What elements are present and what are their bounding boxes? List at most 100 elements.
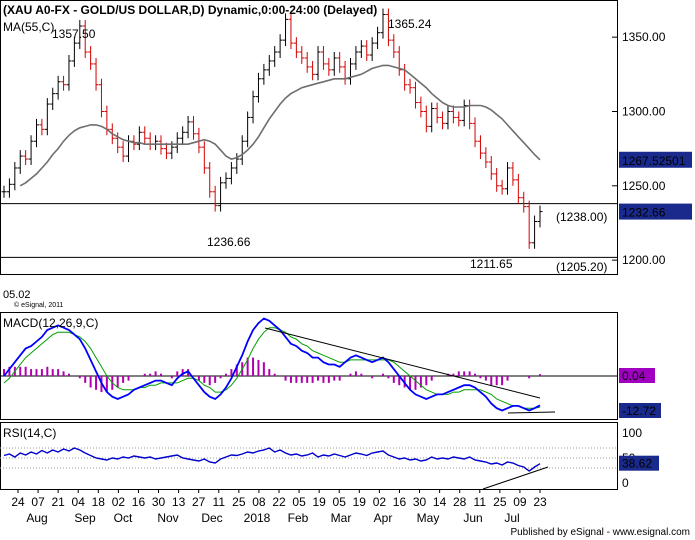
x-tick-label: 02 — [373, 495, 387, 509]
price-badge-label: 1232.66 — [622, 206, 666, 220]
price-bar — [434, 102, 440, 124]
month-label: Mar — [331, 511, 352, 525]
x-tick-label: 21 — [51, 495, 65, 509]
x-tick-label: 07 — [31, 495, 45, 509]
x-tick-label: 23 — [533, 495, 547, 509]
price-bar — [494, 167, 500, 192]
price-bar — [12, 162, 18, 191]
price-annotation: (1205.20) — [556, 260, 607, 274]
price-bar — [532, 215, 538, 249]
price-bar — [266, 55, 272, 76]
month-label: Dec — [201, 511, 222, 525]
price-bar — [261, 63, 267, 85]
price-bar — [521, 191, 527, 213]
price-bar — [180, 126, 186, 145]
price-bar — [190, 115, 196, 140]
price-bar — [526, 200, 532, 249]
price-bar — [250, 90, 256, 124]
price-bar — [136, 126, 142, 151]
x-tick-label: 27 — [192, 495, 206, 509]
price-bar — [98, 78, 104, 118]
price-badge — [619, 203, 692, 220]
price-bar — [228, 162, 234, 185]
price-bar — [429, 102, 435, 133]
price-bar — [239, 135, 245, 165]
price-bar — [82, 20, 88, 58]
price-bar — [310, 60, 316, 81]
price-bar — [380, 8, 386, 39]
month-label: Jul — [504, 511, 519, 525]
price-bar — [293, 37, 299, 58]
price-bar — [23, 150, 29, 165]
price-bar — [472, 117, 478, 148]
price-bar — [456, 111, 462, 127]
rsi-title: RSI(14,C) — [3, 426, 56, 440]
rsi-line — [3, 447, 541, 472]
price-bar — [510, 162, 516, 186]
price-bar — [418, 96, 424, 118]
macd-line — [3, 317, 541, 412]
price-badge — [619, 151, 692, 168]
price-bar — [337, 52, 343, 73]
price-bar — [488, 156, 494, 180]
price-bar — [364, 40, 370, 61]
price-bar — [277, 34, 283, 58]
macd-trendline-upper — [264, 327, 541, 399]
price-bar — [17, 150, 23, 174]
rsi-tick-label: 0 — [622, 476, 629, 490]
price-bar — [71, 37, 77, 67]
x-tick-label: 11 — [213, 495, 226, 509]
price-annotation: 1236.66 — [207, 235, 251, 249]
price-bar — [272, 46, 278, 67]
price-bar — [174, 132, 180, 154]
price-bar — [93, 57, 99, 91]
price-bar — [120, 141, 126, 163]
macd-signal-line — [3, 327, 541, 409]
price-bar — [283, 13, 289, 47]
price-bar — [423, 105, 429, 133]
x-tick-label: 30 — [413, 495, 427, 509]
price-bar — [153, 135, 159, 151]
price-annotation: 1211.65 — [470, 257, 513, 271]
price-bar — [142, 126, 148, 145]
axes-group: 1350.00 1300.00 1250.00 1200.00 1267.52501 12… — [11, 30, 692, 525]
price-bar — [234, 153, 240, 174]
rsi-trendline — [482, 466, 549, 490]
price-bar — [391, 34, 397, 58]
x-tick-label: 09 — [513, 495, 527, 509]
price-bar — [288, 13, 294, 50]
price-bar — [315, 46, 321, 81]
macd-last-badge — [619, 403, 661, 418]
x-tick-label: 18 — [92, 495, 106, 509]
x-tick-label: 25 — [232, 495, 246, 509]
x-tick-label: 04 — [72, 495, 86, 509]
month-label: May — [417, 511, 440, 525]
price-bar — [445, 105, 451, 130]
price-bar — [407, 78, 413, 94]
price-bar — [477, 135, 483, 160]
price-bar — [505, 162, 511, 195]
price-bar — [467, 99, 473, 130]
price-bar — [515, 173, 521, 204]
price-annotation: (1238.00) — [556, 210, 607, 224]
price-bar — [358, 40, 364, 58]
x-tick-label: 30 — [152, 495, 166, 509]
price-bar — [207, 162, 213, 198]
price-bar — [61, 75, 67, 91]
month-label: Oct — [114, 511, 133, 525]
price-bar — [33, 118, 39, 148]
macd-series-group — [0, 317, 618, 414]
macd-zero-badge — [619, 368, 655, 383]
price-bar — [326, 57, 332, 76]
price-series-group: 1357.50 1236.66 1365.24 1211.65 (1238.00) (12… — [0, 8, 618, 274]
price-annotation: 1365.24 — [388, 17, 432, 31]
price-bar — [348, 57, 354, 85]
price-bar — [450, 105, 456, 124]
x-tick-label: 16 — [132, 495, 146, 509]
month-label: Nov — [157, 511, 178, 525]
x-tick-label: 28 — [453, 495, 467, 509]
price-bar — [218, 176, 224, 212]
price-bar — [402, 63, 408, 91]
price-bar — [44, 98, 50, 136]
